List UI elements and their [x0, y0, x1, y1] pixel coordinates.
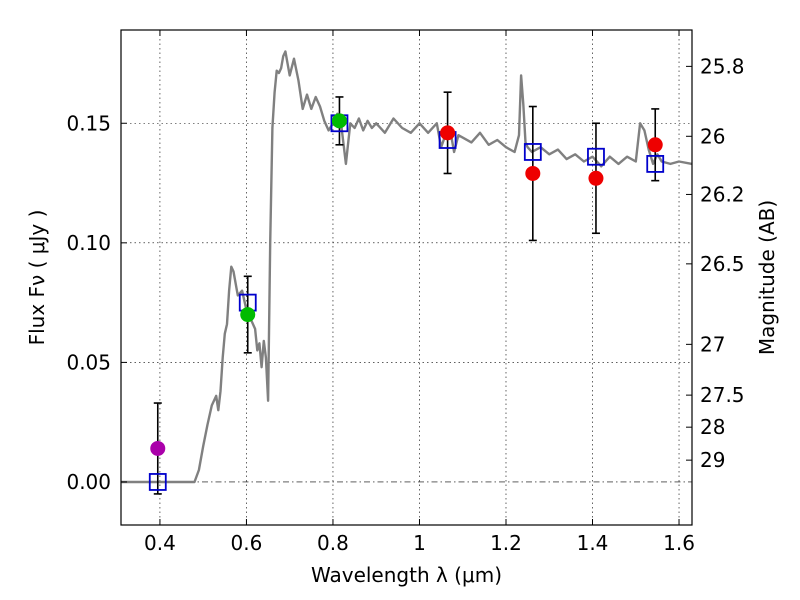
y-tick-label: 0.00 — [66, 470, 111, 494]
x-tick-label: 0.8 — [317, 531, 349, 555]
y-tick-label: 0.05 — [66, 350, 111, 374]
model-band-box — [523, 143, 542, 161]
x-tick-label: 1.6 — [663, 531, 695, 555]
observed-point — [150, 440, 166, 456]
y-axis-label: Flux Fν ( μJy ) — [25, 210, 49, 346]
mag-tick-label: 27.5 — [700, 383, 745, 407]
mag-tick-label: 25.8 — [700, 54, 745, 78]
ticks-layer: 0.4 0.6 0.8 1 1.2 1.4 1.6 0.00 0.05 0.10 0.15 25.8 2… — [66, 30, 745, 555]
plot-frame — [120, 29, 693, 526]
mag-tick-label: 26.2 — [700, 182, 745, 206]
mag-tick-label: 27 — [700, 332, 725, 356]
model-spectrum-line — [121, 50, 693, 484]
x-tick-label: 1.4 — [577, 531, 609, 555]
observed-point — [525, 165, 541, 181]
observed-point — [240, 307, 256, 323]
model-band-box — [646, 155, 665, 173]
observed-point — [331, 113, 347, 129]
x-axis-label: Wavelength λ (μm) — [311, 563, 502, 587]
observed-point — [440, 125, 456, 141]
mag-tick-label: 26 — [700, 124, 725, 148]
model-band-box — [587, 147, 605, 166]
observed-point — [647, 137, 663, 153]
y-axis-label-right: Magnitude (AB) — [755, 200, 779, 355]
x-tick-label: 1 — [413, 531, 426, 555]
plot-layer — [121, 50, 693, 495]
observed-point — [588, 170, 604, 186]
model-band-box — [148, 473, 167, 491]
grid-layer — [121, 30, 692, 525]
y-tick-label: 0.10 — [66, 231, 111, 255]
mag-tick-label: 29 — [700, 448, 725, 472]
mag-tick-label: 28 — [700, 415, 725, 439]
x-tick-label: 0.4 — [144, 531, 176, 555]
x-tick-label: 0.6 — [231, 531, 263, 555]
x-tick-label: 1.2 — [490, 531, 522, 555]
y-tick-label: 0.15 — [66, 111, 111, 135]
mag-tick-label: 26.5 — [700, 252, 745, 276]
